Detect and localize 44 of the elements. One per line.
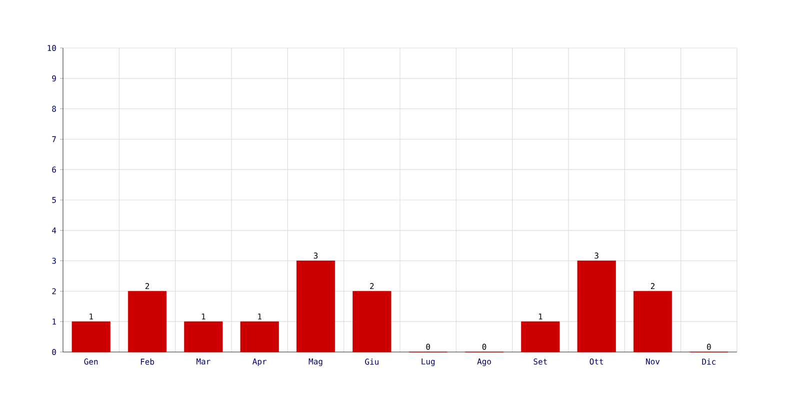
y-tick-label: 5: [52, 197, 56, 203]
x-tick-label: Giu: [365, 358, 378, 365]
y-tick-label: 3: [52, 258, 56, 264]
x-tick-label: Nov: [646, 358, 660, 364]
bar: [240, 321, 279, 352]
data-label: 3: [594, 252, 598, 259]
y-tick-label: 2: [52, 288, 56, 294]
x-tick-label: Gen: [84, 358, 98, 365]
bar: [352, 291, 392, 352]
y-tick-label: 4: [52, 227, 56, 234]
bar: [633, 291, 672, 352]
data-label: 3: [314, 252, 318, 259]
bar: [296, 260, 336, 352]
x-tick-label: Lug: [422, 358, 435, 366]
data-label: 1: [90, 314, 93, 320]
data-label: 0: [426, 344, 430, 350]
data-label: 1: [538, 314, 542, 320]
data-label: 2: [370, 283, 374, 289]
y-tick-label: 1: [52, 318, 56, 325]
bar: [184, 321, 223, 352]
y-tick-label: 9: [52, 75, 56, 82]
y-tick-label: 7: [52, 136, 56, 142]
y-tick-label: 0: [52, 348, 56, 356]
x-tick-label: Mag: [308, 358, 322, 366]
data-label: 2: [650, 283, 654, 289]
bar: [521, 321, 560, 352]
data-label: 1: [258, 314, 262, 320]
x-tick-label: Feb: [140, 358, 154, 365]
y-tick-label: 10: [48, 44, 56, 52]
data-label: 2: [145, 283, 149, 289]
bar: [128, 291, 167, 352]
x-tick-label: Ago: [477, 358, 491, 366]
data-label: 0: [482, 344, 486, 350]
bar: [72, 321, 110, 352]
x-tick-label: Dic: [702, 358, 716, 365]
x-tick-label: Mar: [196, 358, 210, 364]
bar: [577, 260, 616, 352]
data-label: 1: [202, 314, 206, 320]
x-tick-label: Set: [534, 358, 547, 365]
data-label: 0: [707, 344, 711, 350]
y-tick-label: 6: [52, 166, 56, 173]
x-tick-label: Ott: [590, 358, 604, 365]
y-tick-label: 8: [52, 106, 56, 112]
x-tick-label: Apr: [252, 358, 267, 366]
